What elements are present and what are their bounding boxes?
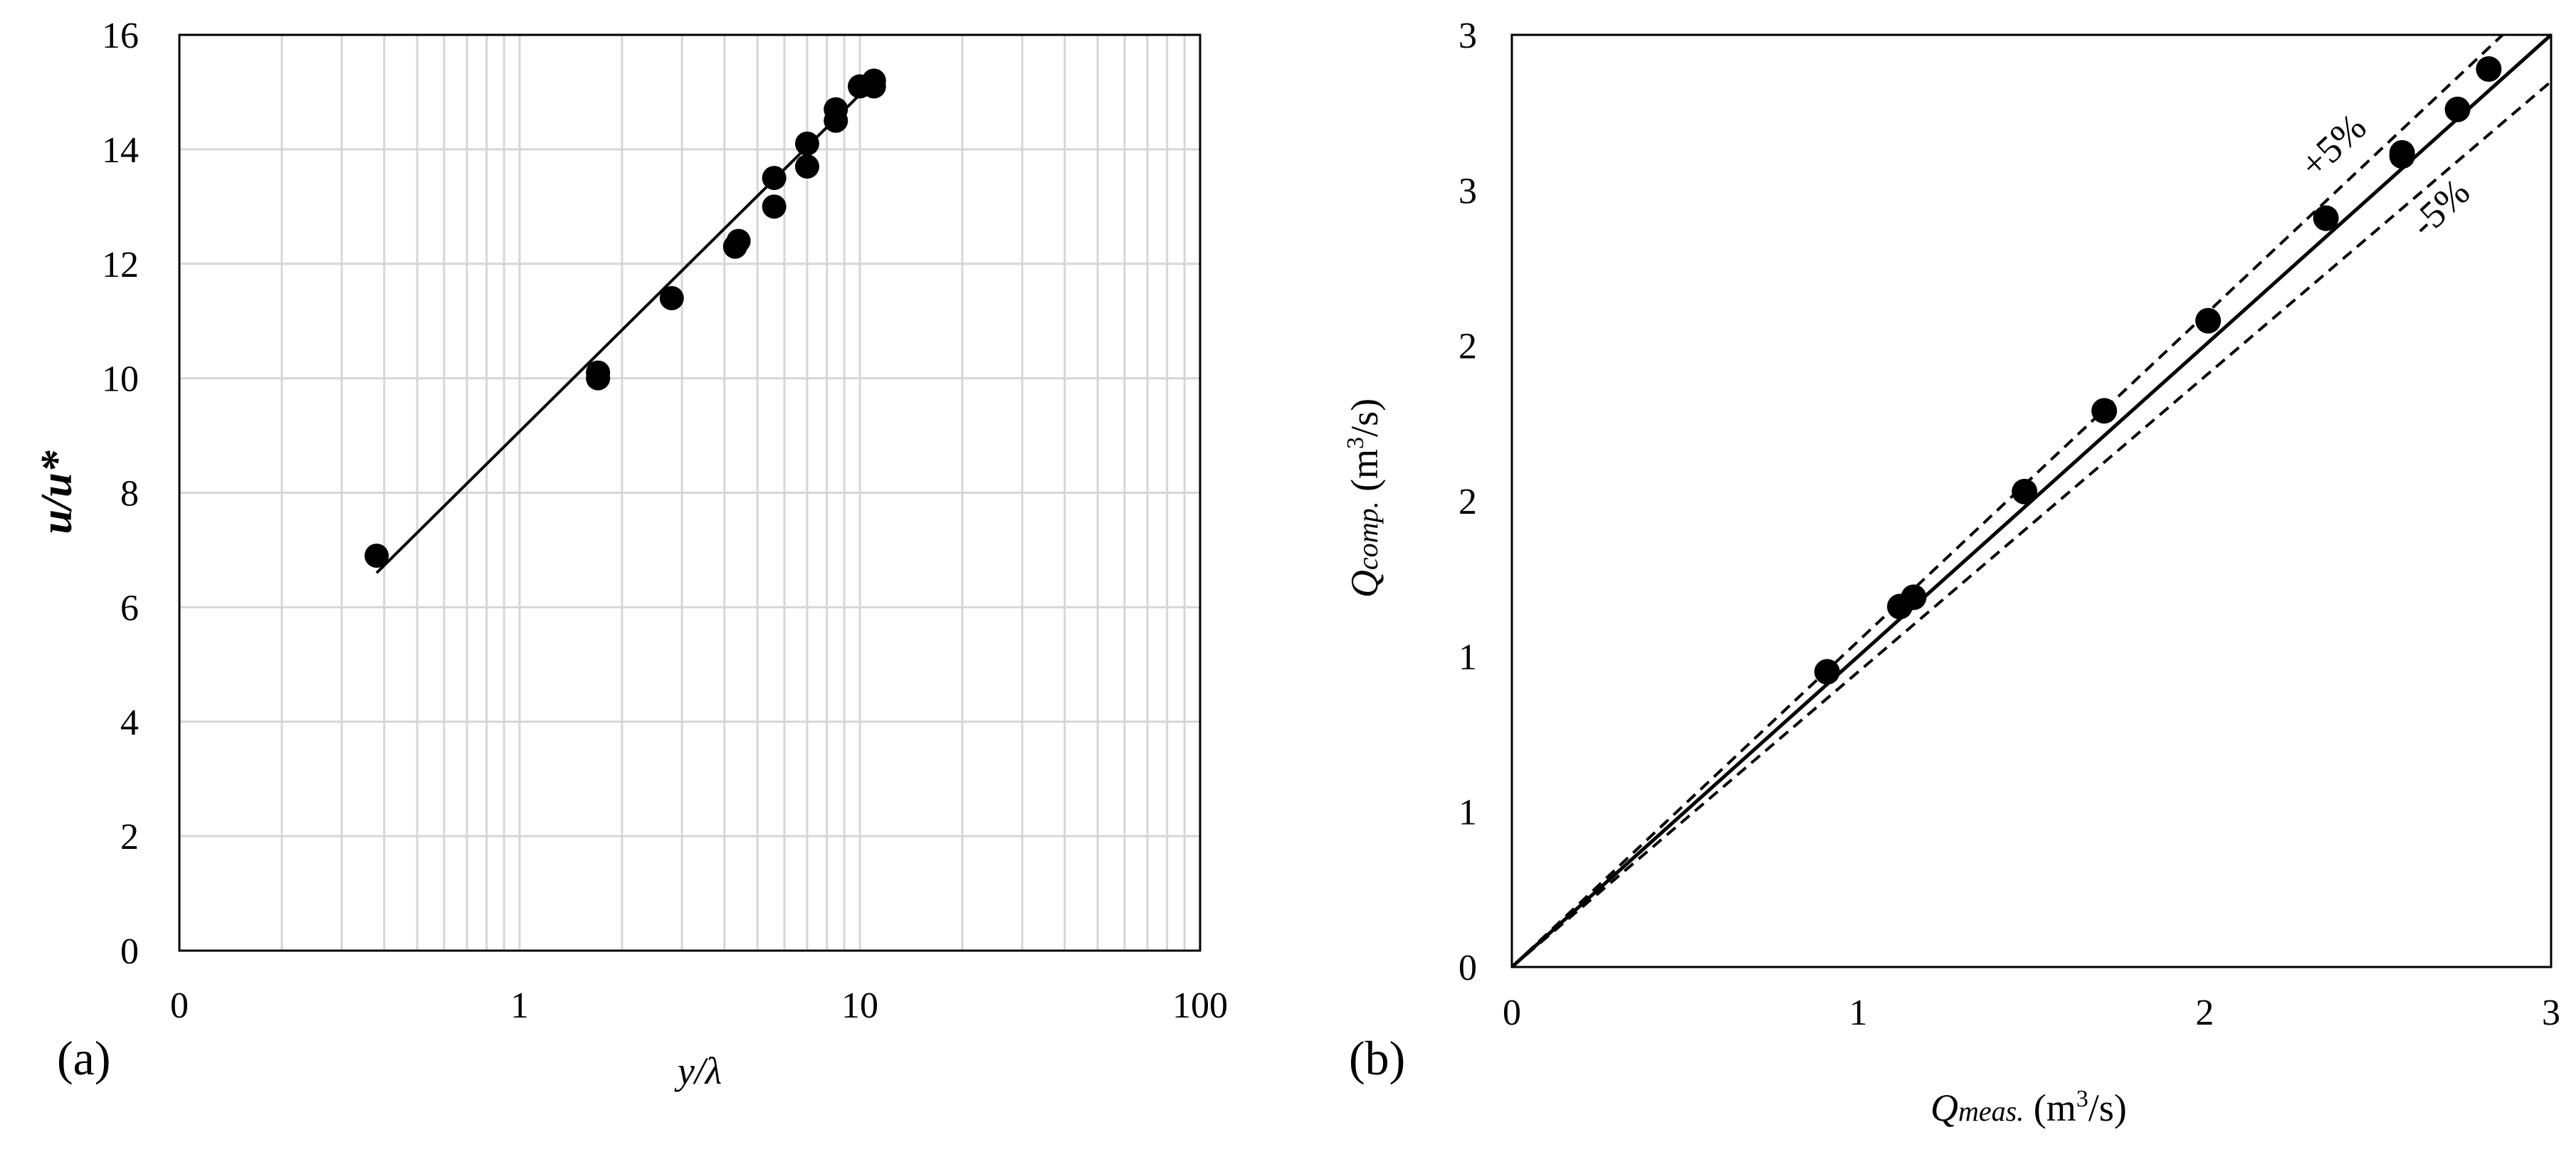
b-panel-label: (b) xyxy=(1349,1031,1405,1085)
b-data-point xyxy=(1901,584,1927,611)
panel-b: 0 1 1 2 2 3 3 0 1 2 3 +5% -5% Qmeas. (m3/s) Qcomp… xyxy=(1342,16,2560,1129)
b-annotation-plus5: +5% xyxy=(2292,105,2375,186)
a-data-point xyxy=(659,286,684,311)
b-data-point xyxy=(2389,143,2415,169)
a-y-axis-label: u/u* xyxy=(33,450,81,534)
b-y-tick-label: 1 xyxy=(1458,793,1477,833)
a-data-point xyxy=(586,366,611,391)
a-x-tick-label: 100 xyxy=(1172,985,1228,1026)
a-plot-frame xyxy=(178,33,1202,952)
a-data-point xyxy=(762,194,787,219)
a-x-axis-label: y/λ xyxy=(674,1050,722,1092)
a-grid xyxy=(179,35,1200,951)
a-y-tick-label: 16 xyxy=(102,16,139,56)
b-x-tick-label: 3 xyxy=(2542,993,2560,1033)
a-data-point xyxy=(794,154,819,179)
a-data-point xyxy=(364,543,389,568)
a-y-tick-label: 0 xyxy=(120,931,139,972)
a-y-tick-label: 10 xyxy=(102,359,139,400)
b-series xyxy=(1510,33,2553,968)
panel-a: 0 2 4 6 8 10 12 14 16 0 1 10 100 y/λ u/u* (a) xyxy=(33,16,1228,1092)
a-data-point xyxy=(794,131,819,156)
b-y-tick-labels: 0 1 1 2 2 3 3 xyxy=(1458,16,1477,988)
b-data-point xyxy=(2313,205,2339,231)
a-y-tick-label: 14 xyxy=(102,130,139,171)
a-x-tick-label: 1 xyxy=(510,985,529,1026)
b-y-tick-label: 1 xyxy=(1458,637,1477,677)
b-x-tick-label: 0 xyxy=(1503,993,1521,1033)
b-data-point xyxy=(2444,96,2471,122)
a-data-point xyxy=(861,68,886,93)
a-y-tick-label: 8 xyxy=(120,474,139,514)
b-bound-line xyxy=(1510,33,2504,968)
b-x-tick-label: 2 xyxy=(2195,993,2214,1033)
a-x-tick-label: 10 xyxy=(841,985,878,1026)
b-data-point xyxy=(2195,307,2222,334)
a-x-tick-labels: 0 1 10 100 xyxy=(170,985,1228,1026)
a-y-tick-label: 6 xyxy=(120,588,139,628)
b-annotation-minus5: -5% xyxy=(2402,170,2478,245)
b-y-tick-label: 0 xyxy=(1458,948,1477,988)
b-data-point xyxy=(1814,659,1840,685)
a-data-point xyxy=(824,97,848,122)
a-trend-line xyxy=(375,79,876,574)
b-plot-frame xyxy=(1510,33,2553,968)
a-data-point xyxy=(726,228,751,253)
b-y-tick-label: 3 xyxy=(1458,16,1477,56)
a-data-point xyxy=(762,166,787,191)
b-data-point xyxy=(2091,398,2118,424)
a-y-tick-label: 4 xyxy=(120,702,139,743)
b-x-axis-label: Qmeas. (m3/s) xyxy=(1930,1086,2127,1129)
a-y-tick-label: 2 xyxy=(120,817,139,857)
b-data-point xyxy=(2012,478,2038,504)
b-y-axis-label: Qcomp. (m3/s) xyxy=(1342,398,1386,598)
b-y-tick-label: 2 xyxy=(1458,327,1477,367)
b-x-tick-label: 1 xyxy=(1849,993,1868,1033)
a-x-tick-label: 0 xyxy=(170,985,189,1026)
a-panel-label: (a) xyxy=(57,1031,110,1085)
b-y-tick-label: 2 xyxy=(1458,482,1477,522)
b-y-tick-label: 3 xyxy=(1458,171,1477,211)
b-bound-line xyxy=(1510,80,2553,968)
b-data-point xyxy=(2476,56,2502,83)
a-y-tick-labels: 0 2 4 6 8 10 12 14 16 xyxy=(102,16,139,972)
b-x-tick-labels: 0 1 2 3 xyxy=(1503,993,2560,1033)
a-y-tick-label: 12 xyxy=(102,245,139,285)
a-series xyxy=(364,68,886,574)
